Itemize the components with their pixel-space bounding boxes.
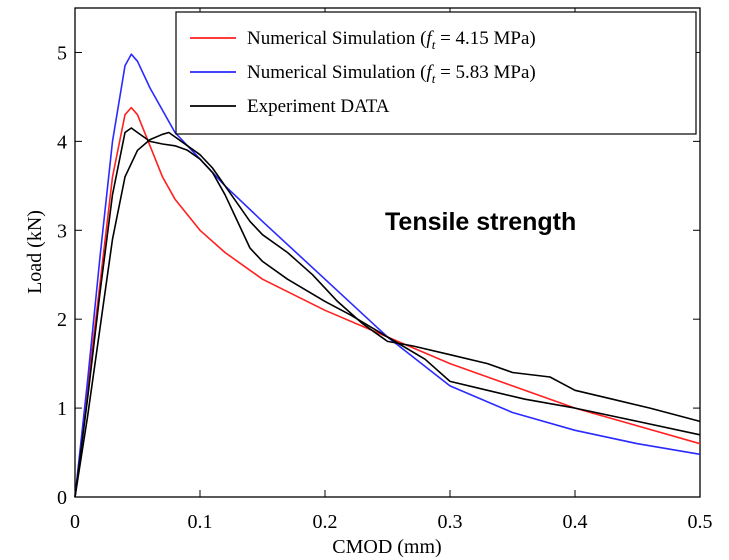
x-tick-label: 0.3 — [438, 511, 463, 533]
plot-frame — [74, 7, 701, 498]
y-tick-label: 3 — [57, 220, 67, 242]
y-tick-label: 0 — [57, 487, 67, 509]
x-tick-label: 0 — [70, 511, 80, 533]
x-axis-title: CMOD (mm) — [332, 536, 441, 558]
y-tick-label: 1 — [57, 398, 67, 420]
x-tick-label: 0.2 — [313, 511, 338, 533]
legend-label: Experiment DATA — [247, 96, 390, 117]
y-tick-labels: 0 1 2 3 4 5 — [57, 42, 67, 509]
series-line-3 — [74, 131, 701, 498]
tensile-strength-annotation: Tensile strength — [385, 208, 576, 236]
legend: Numerical Simulation (ft = 4.15 MPa) Nume… — [175, 11, 697, 135]
y-axis-title: Load (kN) — [24, 210, 46, 294]
x-tick-labels: 0 0.1 0.2 0.3 0.4 0.5 — [70, 511, 713, 533]
legend-box — [175, 11, 697, 135]
y-tick-label: 2 — [57, 309, 67, 331]
series-line-0 — [74, 106, 701, 498]
series-layer — [74, 53, 701, 498]
x-tick-label: 0.1 — [188, 511, 213, 533]
legend-label: Numerical Simulation (ft = 4.15 MPa) — [247, 28, 536, 52]
y-tick-label: 4 — [57, 131, 67, 153]
x-tick-label: 0.5 — [688, 511, 713, 533]
legend-label: Numerical Simulation (ft = 5.83 MPa) — [247, 62, 536, 86]
x-tick-label: 0.4 — [563, 511, 588, 533]
legend-items: Numerical Simulation (ft = 4.15 MPa) Nume… — [190, 28, 536, 117]
y-tick-label: 5 — [57, 42, 67, 64]
series-line-2 — [74, 127, 701, 498]
